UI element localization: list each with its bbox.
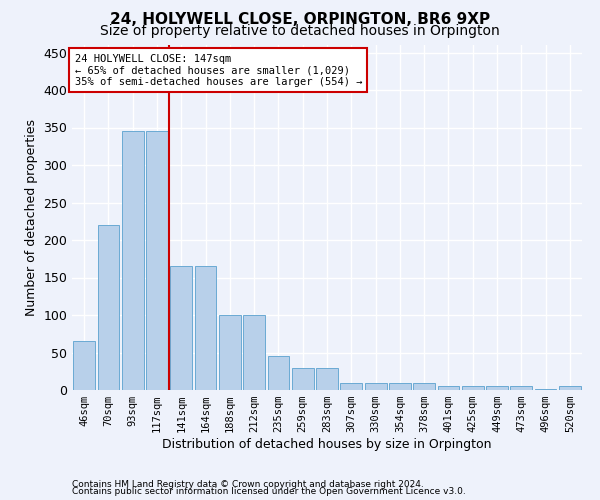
Bar	[146, 131, 168, 390]
Bar	[292, 368, 314, 390]
Text: Contains public sector information licensed under the Open Government Licence v3: Contains public sector information licen…	[72, 488, 466, 496]
Bar	[365, 382, 386, 390]
X-axis label: Distribution of detached houses by size in Orpington: Distribution of detached houses by size …	[162, 438, 492, 451]
Bar	[559, 386, 581, 390]
Bar	[340, 382, 362, 390]
Bar	[243, 315, 265, 390]
Bar	[97, 225, 119, 390]
Bar	[219, 315, 241, 390]
Bar	[122, 131, 143, 390]
Bar	[413, 382, 435, 390]
Bar	[170, 266, 192, 390]
Text: Contains HM Land Registry data © Crown copyright and database right 2024.: Contains HM Land Registry data © Crown c…	[72, 480, 424, 489]
Text: 24 HOLYWELL CLOSE: 147sqm
← 65% of detached houses are smaller (1,029)
35% of se: 24 HOLYWELL CLOSE: 147sqm ← 65% of detac…	[74, 54, 362, 87]
Bar	[437, 386, 460, 390]
Bar	[316, 368, 338, 390]
Bar	[194, 266, 217, 390]
Bar	[268, 356, 289, 390]
Y-axis label: Number of detached properties: Number of detached properties	[25, 119, 38, 316]
Text: 24, HOLYWELL CLOSE, ORPINGTON, BR6 9XP: 24, HOLYWELL CLOSE, ORPINGTON, BR6 9XP	[110, 12, 490, 28]
Text: Size of property relative to detached houses in Orpington: Size of property relative to detached ho…	[100, 24, 500, 38]
Bar	[73, 341, 95, 390]
Bar	[511, 386, 532, 390]
Bar	[535, 388, 556, 390]
Bar	[486, 386, 508, 390]
Bar	[389, 382, 411, 390]
Bar	[462, 386, 484, 390]
